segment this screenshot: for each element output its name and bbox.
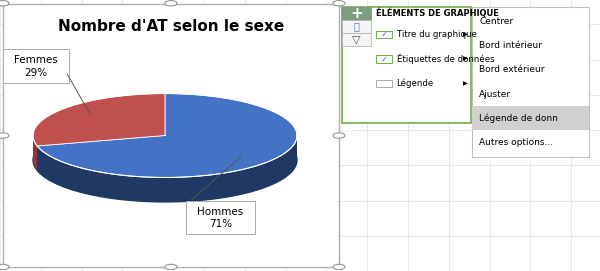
Text: Légende: Légende [397, 79, 434, 88]
Text: Centrer: Centrer [479, 17, 514, 26]
Text: ▶: ▶ [463, 57, 467, 62]
Text: Hommes: Hommes [197, 207, 244, 217]
FancyBboxPatch shape [376, 55, 392, 63]
Polygon shape [37, 93, 297, 178]
Text: Titre du graphique: Titre du graphique [397, 30, 476, 39]
FancyBboxPatch shape [3, 49, 69, 83]
Polygon shape [33, 93, 165, 146]
Circle shape [333, 1, 345, 6]
Text: ▶: ▶ [463, 32, 467, 37]
Text: Ajuster: Ajuster [479, 89, 512, 99]
FancyBboxPatch shape [342, 33, 371, 46]
Polygon shape [33, 136, 37, 170]
Text: ▶: ▶ [463, 81, 467, 86]
Bar [3, 4, 339, 267]
FancyBboxPatch shape [472, 106, 589, 130]
Circle shape [333, 133, 345, 138]
FancyBboxPatch shape [342, 7, 471, 123]
Text: Bord intérieur: Bord intérieur [479, 41, 542, 50]
Polygon shape [37, 136, 297, 202]
Text: +: + [350, 6, 363, 21]
Circle shape [0, 1, 9, 6]
Text: Autres options...: Autres options... [479, 138, 554, 147]
Text: ▽: ▽ [352, 35, 361, 45]
Text: ✓: ✓ [380, 30, 388, 39]
Text: 29%: 29% [25, 67, 47, 78]
Text: Nombre d'AT selon le sexe: Nombre d'AT selon le sexe [58, 19, 284, 34]
Text: ✓: ✓ [380, 54, 388, 64]
Text: Femmes: Femmes [14, 55, 58, 65]
Circle shape [333, 264, 345, 270]
Text: ÉLÉMENTS DE GRAPHIQUE: ÉLÉMENTS DE GRAPHIQUE [376, 8, 499, 18]
FancyBboxPatch shape [342, 7, 371, 20]
Circle shape [0, 133, 9, 138]
Polygon shape [33, 118, 297, 202]
Text: Légende de donn: Légende de donn [479, 114, 558, 123]
Circle shape [0, 264, 9, 270]
FancyBboxPatch shape [376, 80, 392, 87]
Text: 🖊: 🖊 [353, 22, 359, 31]
Text: Bord extérieur: Bord extérieur [479, 65, 545, 75]
FancyBboxPatch shape [376, 31, 392, 38]
Circle shape [165, 264, 177, 270]
Text: 71%: 71% [209, 219, 232, 229]
FancyBboxPatch shape [472, 7, 589, 157]
Circle shape [165, 1, 177, 6]
Text: Étiquettes de données: Étiquettes de données [397, 54, 494, 64]
FancyBboxPatch shape [186, 201, 255, 234]
FancyBboxPatch shape [342, 20, 371, 33]
